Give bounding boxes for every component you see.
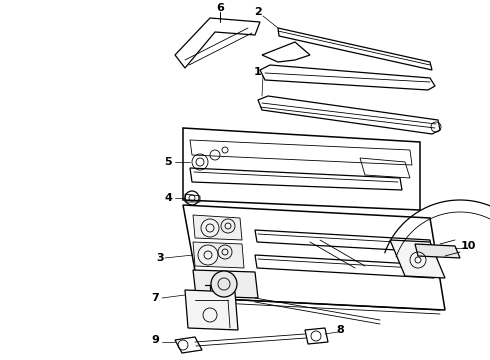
Text: 1: 1 [254, 67, 262, 77]
Text: 3: 3 [156, 253, 164, 263]
Text: 6: 6 [216, 3, 224, 13]
Polygon shape [185, 290, 238, 330]
Polygon shape [390, 240, 445, 278]
Text: 10: 10 [460, 241, 476, 251]
Text: 9: 9 [151, 335, 159, 345]
Text: 7: 7 [151, 293, 159, 303]
Polygon shape [193, 215, 242, 240]
Text: 4: 4 [164, 193, 172, 203]
Circle shape [198, 245, 218, 265]
Text: 2: 2 [254, 7, 262, 17]
Polygon shape [193, 270, 258, 298]
Circle shape [211, 271, 237, 297]
Polygon shape [193, 242, 244, 268]
Circle shape [201, 219, 219, 237]
Polygon shape [415, 244, 460, 258]
Text: 5: 5 [164, 157, 172, 167]
Text: 8: 8 [336, 325, 344, 335]
